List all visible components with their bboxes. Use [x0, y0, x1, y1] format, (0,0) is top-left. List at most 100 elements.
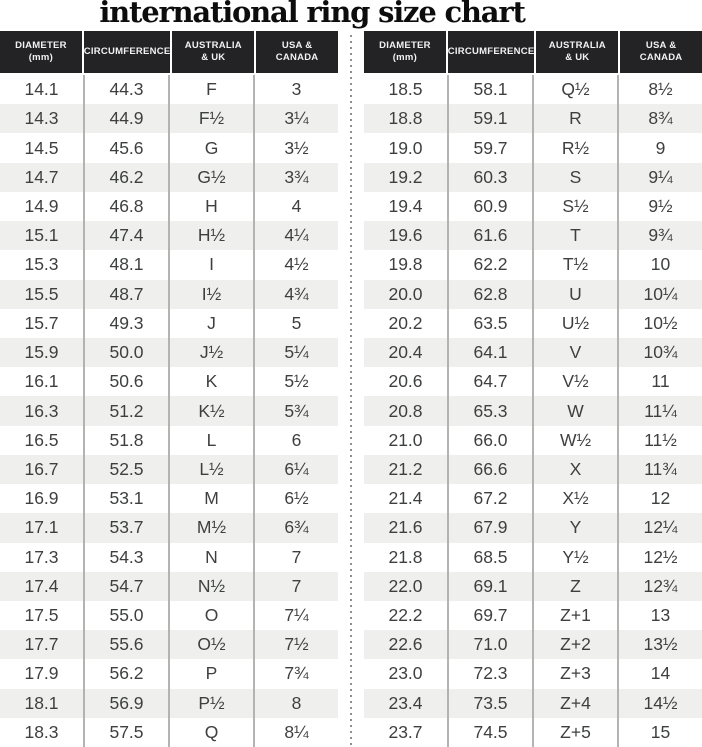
- cell: 48.1: [83, 250, 168, 280]
- cell: 4: [253, 191, 338, 222]
- cell: 51.2: [83, 396, 168, 426]
- table-row: 20.8 65.3 W 11¼: [364, 396, 702, 426]
- column-header-line: USA &: [645, 40, 677, 51]
- cell: X: [532, 454, 617, 485]
- column-header: AUSTRALIA & UK: [172, 31, 255, 73]
- cell: 53.7: [83, 513, 168, 543]
- cell: 6: [253, 425, 338, 455]
- cell: 6¼: [253, 454, 338, 485]
- cell: O: [168, 600, 253, 631]
- cell: 3¼: [253, 104, 338, 134]
- column-header: DIAMETER (mm): [364, 31, 446, 73]
- cell: 7½: [253, 630, 338, 660]
- cell: 21.2: [388, 458, 423, 479]
- table-row: 17.4 54.7 N½ 7: [0, 571, 338, 601]
- cell: 16.3: [24, 400, 59, 421]
- cell: 15.3: [24, 254, 59, 275]
- cell: 63.5: [447, 308, 532, 338]
- table-row: 20.6 64.7 V½ 11: [364, 367, 702, 397]
- table-row: 15.9 50.0 J½ 5¼: [0, 337, 338, 368]
- cell: 64.1: [447, 337, 532, 368]
- table-row: 19.8 62.2 T½ 10: [364, 250, 702, 280]
- cell: J½: [168, 337, 253, 368]
- cell: H½: [168, 221, 253, 251]
- cell: N½: [168, 571, 253, 601]
- cell: 15.9: [24, 342, 59, 363]
- cell: 55.0: [83, 600, 168, 631]
- column-header-line: AUSTRALIA: [548, 40, 606, 51]
- cell: 45.6: [83, 133, 168, 163]
- table-row: 22.0 69.1 Z 12¾: [364, 571, 702, 601]
- cell: 50.0: [83, 337, 168, 368]
- cell: P½: [168, 688, 253, 718]
- cell: 5¼: [253, 337, 338, 368]
- cell: 3¾: [253, 162, 338, 192]
- cell: 15.1: [24, 225, 59, 246]
- cell: 19.2: [388, 166, 423, 187]
- cell: 17.3: [24, 546, 59, 567]
- table-row: 15.7 49.3 J 5: [0, 308, 338, 338]
- cell: 53.1: [83, 484, 168, 514]
- table-row: 19.2 60.3 S 9¼: [364, 162, 702, 192]
- cell: 12¾: [617, 571, 702, 601]
- cell: 11½: [617, 425, 702, 455]
- cell: Z+3: [532, 659, 617, 689]
- cell: 16.5: [24, 429, 59, 450]
- cell: 18.3: [24, 721, 59, 742]
- cell: 5: [253, 308, 338, 338]
- table-row: 15.5 48.7 I½ 4¾: [0, 279, 338, 309]
- table-row: 14.3 44.9 F½ 3¼: [0, 104, 338, 134]
- cell: 10¼: [617, 279, 702, 309]
- cell: F: [168, 75, 253, 105]
- cell: U½: [532, 308, 617, 338]
- cell: 59.1: [447, 104, 532, 134]
- cell: 71.0: [447, 630, 532, 660]
- cell: 8½: [617, 75, 702, 105]
- table-row: 20.4 64.1 V 10¾: [364, 337, 702, 368]
- cell: 15.7: [24, 312, 59, 333]
- table-row: 20.2 63.5 U½ 10½: [364, 308, 702, 338]
- column-header-line: CIRCUMFERENCE: [447, 46, 535, 57]
- table-row: 18.1 56.9 P½ 8: [0, 688, 338, 718]
- cell: I½: [168, 279, 253, 309]
- table-row: 16.3 51.2 K½ 5¾: [0, 396, 338, 426]
- cell: R: [532, 104, 617, 134]
- cell: Q: [168, 717, 253, 747]
- cell: 17.1: [24, 517, 59, 538]
- cell: Z+5: [532, 717, 617, 747]
- cell: 19.0: [388, 137, 423, 158]
- cell: J: [168, 308, 253, 338]
- cell: T: [532, 221, 617, 251]
- table-row: 14.5 45.6 G 3½: [0, 133, 338, 163]
- cell: 8: [253, 688, 338, 718]
- column-header-line: CANADA: [639, 52, 683, 63]
- cell: 7¼: [253, 600, 338, 631]
- cell: 14.7: [24, 166, 59, 187]
- cell: Z+2: [532, 630, 617, 660]
- cell: 54.7: [83, 571, 168, 601]
- cell: P: [168, 659, 253, 689]
- cell: 9½: [617, 191, 702, 222]
- cell: V: [532, 337, 617, 368]
- cell: L: [168, 425, 253, 455]
- table-row: 23.4 73.5 Z+4 14½: [364, 688, 702, 718]
- cell: 51.8: [83, 425, 168, 455]
- cell: H: [168, 191, 253, 222]
- cell: 73.5: [447, 688, 532, 718]
- column-header-line: (mm): [392, 52, 417, 63]
- cell: I: [168, 250, 253, 280]
- cell: 66.6: [447, 454, 532, 485]
- cell: 10¾: [617, 337, 702, 368]
- cell: Q½: [532, 75, 617, 105]
- table-row: 14.1 44.3 F 3: [0, 75, 338, 105]
- ring-size-table-right: DIAMETER (mm) CIRCUMFERENCE AUSTRALIA & UK US…: [364, 31, 702, 747]
- cell: 20.0: [388, 283, 423, 304]
- cell: 67.9: [447, 513, 532, 543]
- cell: 7¾: [253, 659, 338, 689]
- table-row: 17.5 55.0 O 7¼: [0, 600, 338, 631]
- cell: 5½: [253, 367, 338, 397]
- cell: 9: [617, 133, 702, 163]
- cell: 21.8: [388, 546, 423, 567]
- cell: 48.7: [83, 279, 168, 309]
- cell: Y½: [532, 542, 617, 572]
